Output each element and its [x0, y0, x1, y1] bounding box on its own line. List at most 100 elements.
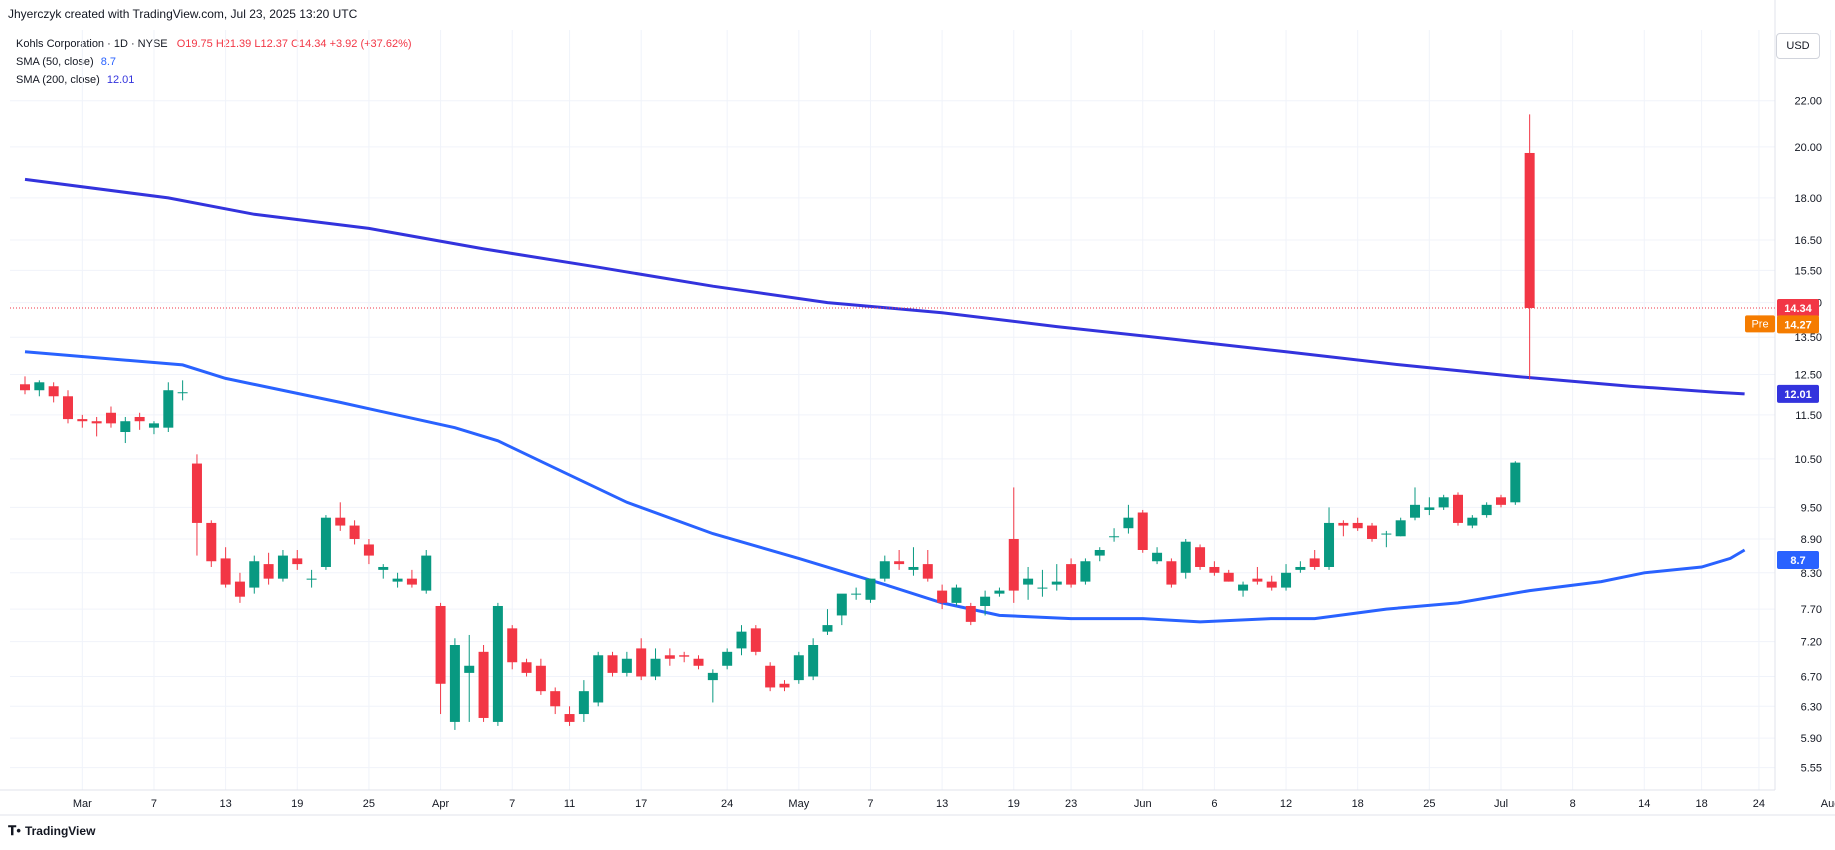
- x-tick-label: Apr: [432, 798, 449, 810]
- candle-body: [1094, 549, 1105, 556]
- candle-body: [1438, 497, 1449, 508]
- x-tick-label: 7: [509, 798, 515, 810]
- candle-body: [62, 396, 73, 420]
- x-tick-label: Jun: [1134, 798, 1152, 810]
- candle-body: [578, 691, 589, 715]
- pre-price-tag: 14.27: [1784, 319, 1812, 331]
- y-tick-label: 16.50: [1794, 235, 1822, 247]
- x-tick-label: 23: [1065, 798, 1077, 810]
- candle-body: [1524, 152, 1535, 308]
- last-price-tag: 14.34: [1784, 303, 1812, 315]
- candle-body: [521, 662, 532, 673]
- candle-body: [77, 419, 88, 422]
- candle-body: [421, 555, 432, 591]
- y-tick-label: 13.50: [1794, 332, 1822, 344]
- candle-body: [177, 392, 188, 394]
- candle-body: [951, 587, 962, 603]
- candle-body: [650, 658, 661, 677]
- x-tick-label: 25: [363, 798, 375, 810]
- candle-body: [277, 555, 288, 579]
- y-tick-label: 18.00: [1794, 193, 1822, 205]
- candle-body: [593, 655, 604, 703]
- candle-body: [1080, 561, 1091, 582]
- sma200-label[interactable]: SMA (200, close): [16, 74, 100, 86]
- symbol-label[interactable]: Kohls Corporation · 1D · NYSE: [16, 38, 168, 50]
- candle-body: [1481, 504, 1492, 516]
- y-tick-label: 20.00: [1794, 142, 1822, 154]
- candle-body: [220, 558, 231, 585]
- sma200-row: SMA (200, close) 12.01: [16, 71, 412, 89]
- x-tick-label: 18: [1695, 798, 1707, 810]
- x-tick-label: 18: [1352, 798, 1364, 810]
- candle-body: [765, 665, 776, 688]
- candle-body: [234, 581, 245, 597]
- tradingview-logo-icon: 𝐓•: [8, 823, 21, 838]
- candle-body: [363, 544, 374, 556]
- candle-body: [1324, 522, 1335, 567]
- candle-body: [1023, 578, 1034, 585]
- candle-body: [134, 416, 145, 422]
- sma50-value: 8.7: [100, 56, 116, 68]
- candle-body: [105, 412, 116, 424]
- y-tick-label: 15.50: [1794, 265, 1822, 277]
- candle-body: [1395, 520, 1406, 537]
- currency-button[interactable]: USD: [1776, 33, 1820, 59]
- candle-body: [822, 625, 833, 632]
- chart-header: Jhyerczyk created with TradingView.com, …: [8, 7, 358, 21]
- candle-body: [249, 561, 260, 588]
- y-tick-label: 6.70: [1801, 671, 1822, 683]
- candle-body: [851, 593, 862, 595]
- candle-body: [836, 593, 847, 616]
- candle-body: [607, 655, 618, 673]
- sma50-label[interactable]: SMA (50, close): [16, 56, 94, 68]
- candle-body: [292, 558, 303, 565]
- x-tick-label: 7: [151, 798, 157, 810]
- candle-body: [1209, 566, 1220, 573]
- y-tick-label: 8.90: [1801, 534, 1822, 546]
- candle-body: [378, 566, 389, 570]
- x-tick-label: May: [788, 798, 809, 810]
- candle-body: [550, 691, 561, 707]
- x-tick-label: 25: [1423, 798, 1435, 810]
- candle-body: [980, 596, 991, 606]
- candle-body: [335, 517, 346, 526]
- candle-body: [937, 590, 948, 603]
- y-tick-label: 22.00: [1794, 96, 1822, 108]
- candle-body: [1037, 587, 1048, 589]
- x-tick-label: 12: [1280, 798, 1292, 810]
- sma50-price-tag: 8.7: [1790, 555, 1805, 567]
- candle-body: [1166, 561, 1177, 585]
- candle-body: [1352, 522, 1363, 529]
- candle-body: [1123, 517, 1134, 529]
- candle-body: [1367, 525, 1378, 539]
- candle-body: [1252, 578, 1263, 582]
- x-tick-label: 19: [291, 798, 303, 810]
- pre-label: Pre: [1751, 318, 1768, 330]
- candle-body: [1338, 522, 1349, 526]
- candle-body: [664, 655, 675, 659]
- sma50-row: SMA (50, close) 8.7: [16, 53, 412, 71]
- candle-body: [306, 578, 317, 580]
- candle-body: [1066, 564, 1077, 585]
- candle-body: [320, 517, 331, 567]
- candle-body: [1266, 581, 1277, 588]
- candle-body: [91, 421, 102, 424]
- y-tick-label: 8.30: [1801, 568, 1822, 580]
- candle-body: [621, 658, 632, 673]
- candle-body: [191, 463, 202, 523]
- candle-body: [1424, 507, 1435, 510]
- candle-body: [965, 605, 976, 622]
- y-tick-label: 7.70: [1801, 604, 1822, 616]
- candle-body: [1195, 547, 1206, 567]
- candle-body: [693, 658, 704, 666]
- candle-body: [148, 423, 159, 428]
- tradingview-footer[interactable]: 𝐓• TradingView: [8, 823, 95, 839]
- candle-body: [349, 525, 360, 539]
- candle-body: [1152, 552, 1163, 562]
- x-tick-label: 24: [1753, 798, 1765, 810]
- candle-body: [20, 384, 30, 391]
- candle-body: [1381, 533, 1392, 535]
- pre-price-tag-bg: [1777, 315, 1819, 334]
- footer-brand: TradingView: [24, 824, 96, 838]
